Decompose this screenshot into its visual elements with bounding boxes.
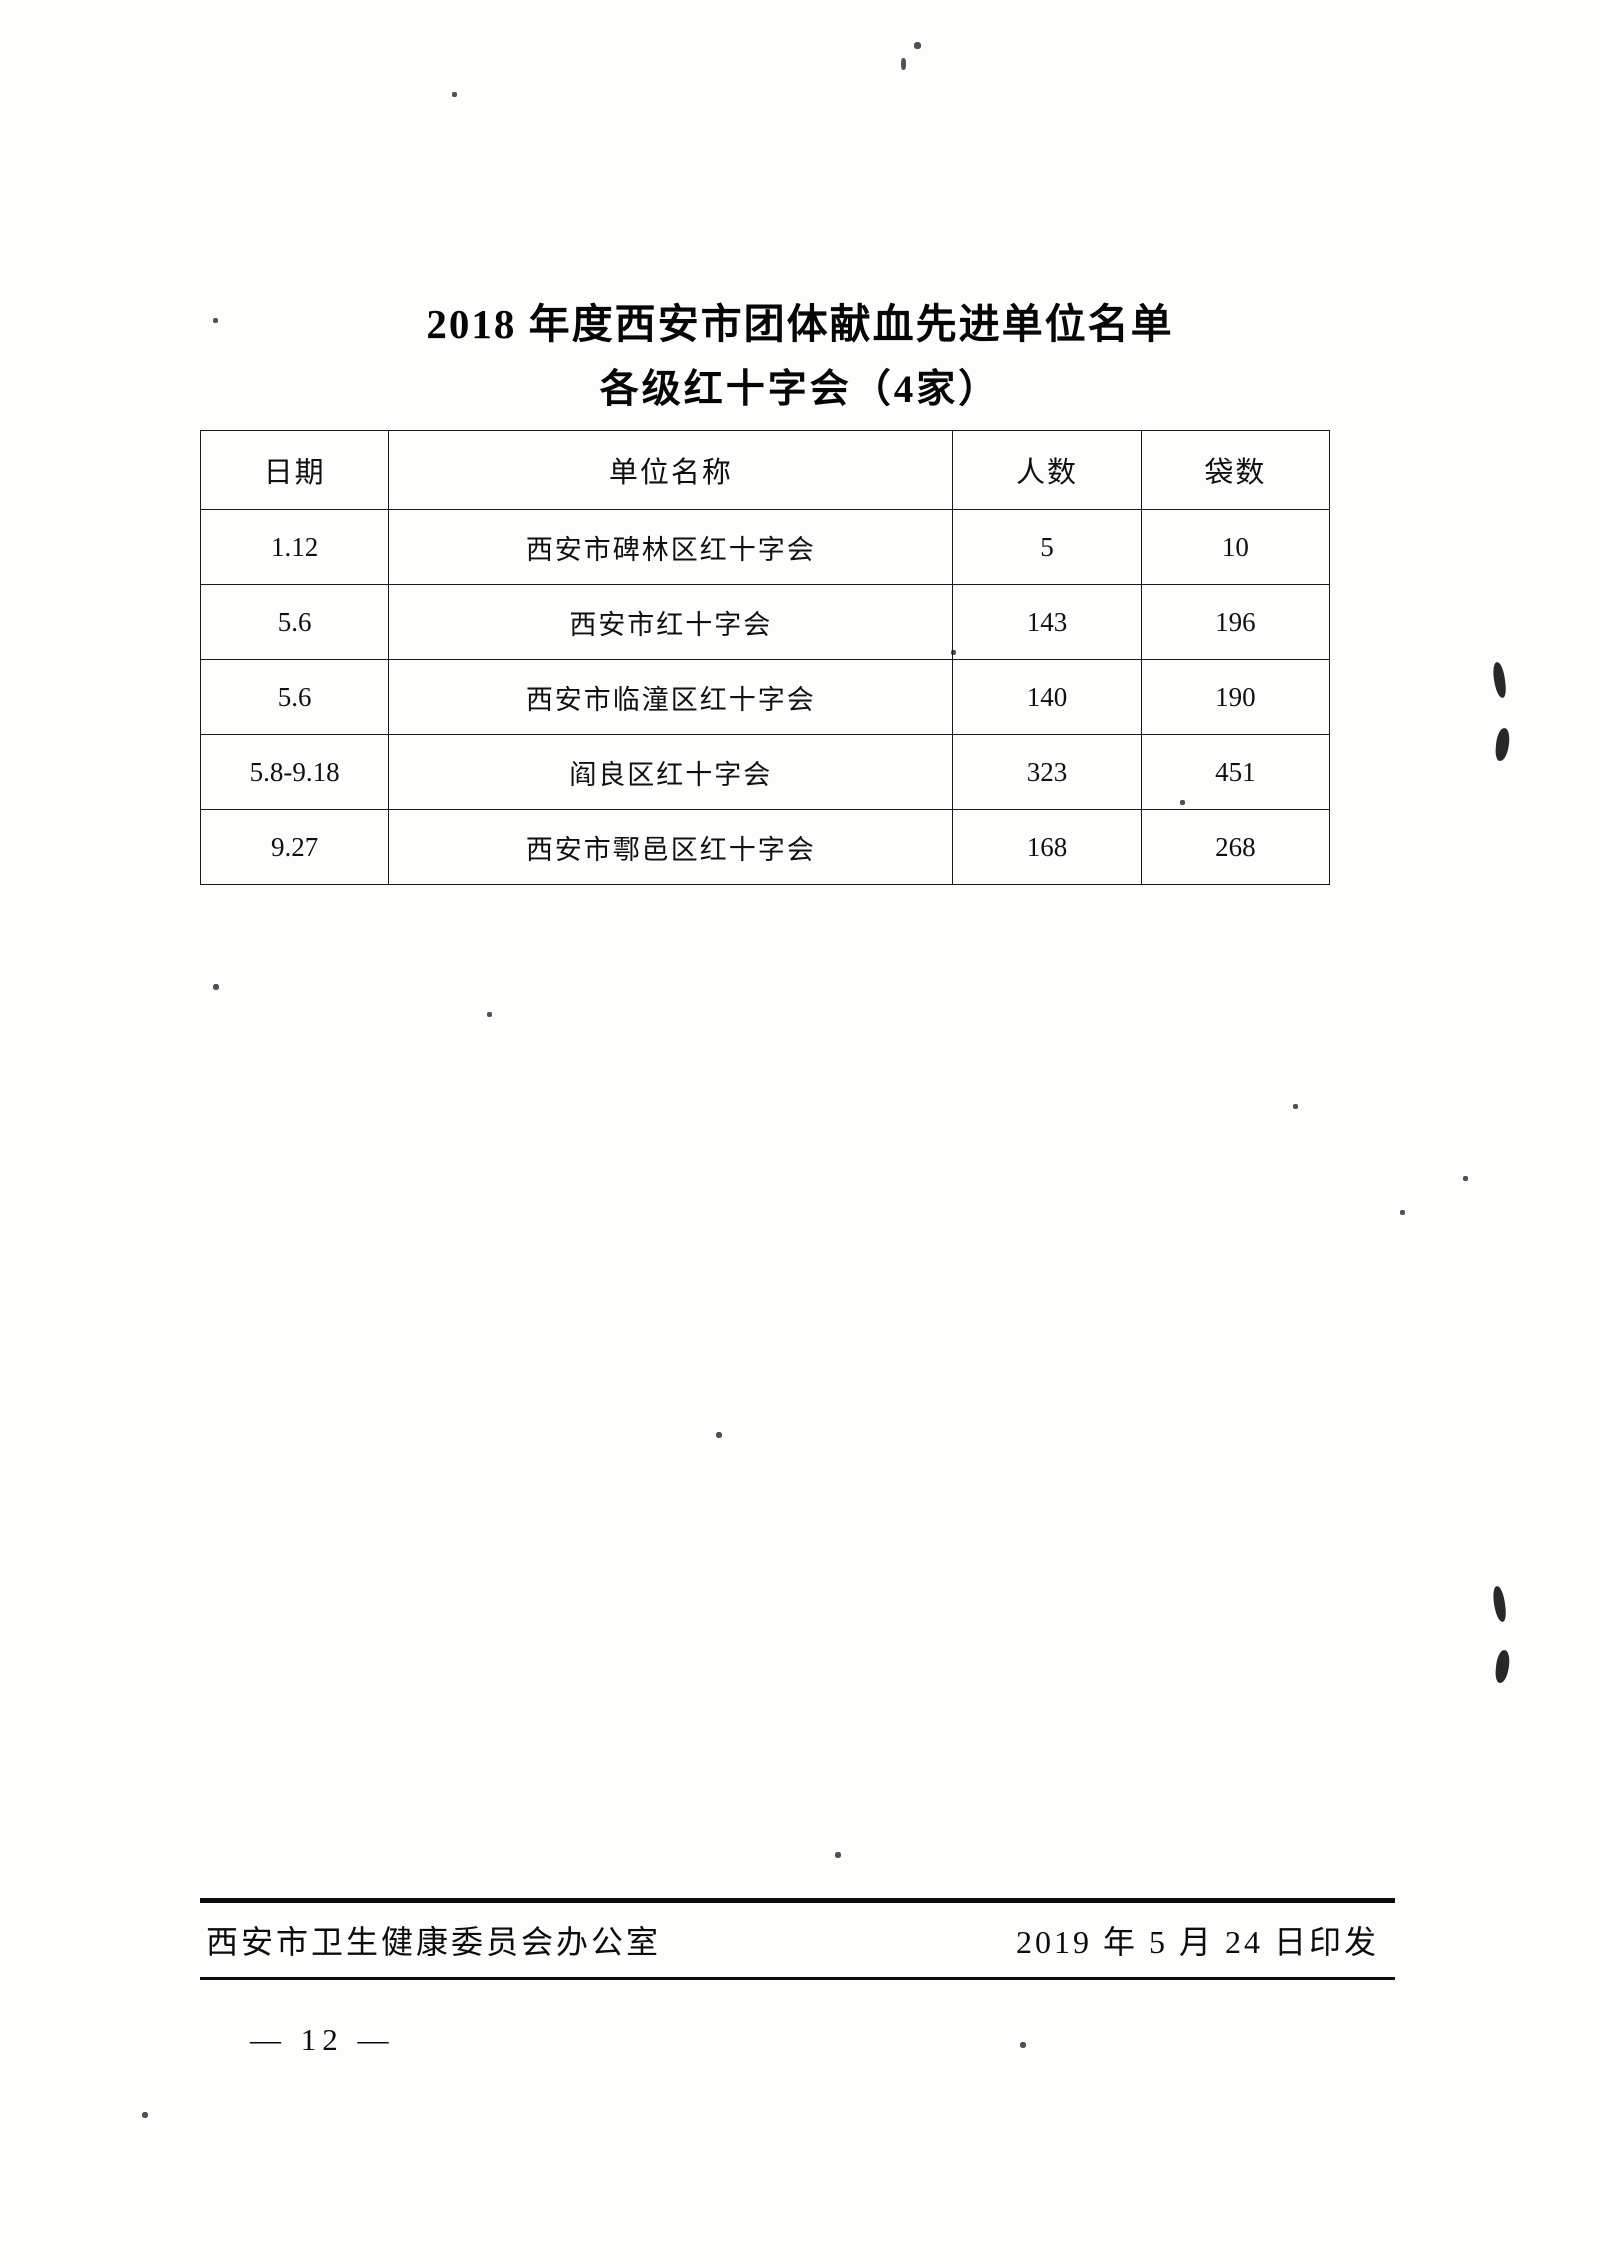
cell-people: 140	[952, 659, 1142, 735]
cell-date: 5.6	[199, 584, 390, 660]
scan-speck	[213, 318, 218, 323]
scan-speck	[452, 92, 457, 97]
cell-people: 323	[952, 734, 1142, 810]
scan-speck	[213, 984, 219, 990]
cell-unit-name: 阎良区红十字会	[388, 734, 954, 810]
scan-speck	[1463, 1176, 1468, 1181]
table-row: 5.8-9.18 阎良区红十字会 323 451	[199, 734, 1331, 810]
cell-unit-name: 西安市碑林区红十字会	[388, 509, 954, 585]
scan-speck	[1020, 2042, 1026, 2048]
cell-unit-name: 西安市临潼区红十字会	[388, 659, 954, 735]
cell-unit-name: 西安市鄠邑区红十字会	[388, 809, 954, 885]
page-title: 2018 年度西安市团体献血先进单位名单	[426, 301, 1174, 347]
footer-office: 西安市卫生健康委员会办公室	[206, 1924, 662, 1960]
footer-rule-top	[200, 1898, 1395, 1903]
cell-date: 5.8-9.18	[199, 734, 390, 810]
cell-date: 9.27	[199, 809, 390, 885]
donation-table-container: 日期 单位名称 人数 袋数 1.12 西安市碑林区红十字会 5 10 5.6 西…	[199, 430, 1331, 885]
footer-row: 西安市卫生健康委员会办公室 2019 年 5 月 24 日印发	[200, 1903, 1395, 1975]
scan-speck	[914, 42, 921, 49]
table-body: 1.12 西安市碑林区红十字会 5 10 5.6 西安市红十字会 143 196…	[199, 509, 1331, 885]
scan-edge-mark	[1494, 727, 1511, 762]
scan-speck	[487, 1012, 492, 1017]
cell-bags: 190	[1140, 659, 1331, 735]
table-row: 9.27 西安市鄠邑区红十字会 168 268	[199, 809, 1331, 885]
footer-issue-date: 2019 年 5 月 24 日印发	[1015, 1924, 1379, 1960]
scan-speck	[1293, 1104, 1298, 1109]
column-header-unit-name: 单位名称	[388, 430, 954, 510]
cell-people: 143	[952, 584, 1142, 660]
scan-speck	[901, 58, 906, 70]
scan-edge-mark	[1492, 661, 1507, 699]
cell-bags: 451	[1140, 734, 1331, 810]
table-header-row: 日期 单位名称 人数 袋数	[199, 430, 1331, 510]
cell-people: 5	[952, 509, 1142, 585]
donation-table: 日期 单位名称 人数 袋数 1.12 西安市碑林区红十字会 5 10 5.6 西…	[199, 430, 1331, 885]
scan-speck	[716, 1432, 722, 1438]
scan-speck	[142, 2112, 148, 2118]
cell-bags: 10	[1140, 509, 1331, 585]
scan-speck	[1400, 1210, 1405, 1215]
column-header-people: 人数	[952, 430, 1142, 510]
table-row: 5.6 西安市临潼区红十字会 140 190	[199, 659, 1331, 735]
cell-date: 5.6	[199, 659, 390, 735]
scan-speck	[835, 1852, 841, 1858]
table-row: 5.6 西安市红十字会 143 196	[199, 584, 1331, 660]
cell-people: 168	[952, 809, 1142, 885]
column-header-bags: 袋数	[1140, 430, 1331, 510]
cell-unit-name: 西安市红十字会	[388, 584, 954, 660]
cell-bags: 268	[1140, 809, 1331, 885]
scan-edge-mark	[1492, 1585, 1507, 1623]
cell-date: 1.12	[199, 509, 390, 585]
footer-rule-bottom	[200, 1977, 1395, 1980]
table-row: 1.12 西安市碑林区红十字会 5 10	[199, 509, 1331, 585]
cell-bags: 196	[1140, 584, 1331, 660]
column-header-date: 日期	[199, 430, 390, 510]
page-number: — 12 —	[250, 2022, 395, 2057]
page-subtitle: 各级红十字会（4家）	[599, 368, 1001, 411]
document-footer: 西安市卫生健康委员会办公室 2019 年 5 月 24 日印发	[200, 1898, 1395, 1980]
table-header: 日期 单位名称 人数 袋数	[199, 430, 1331, 510]
scan-edge-mark	[1494, 1649, 1511, 1684]
